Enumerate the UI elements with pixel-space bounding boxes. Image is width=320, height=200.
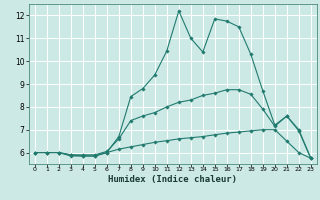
X-axis label: Humidex (Indice chaleur): Humidex (Indice chaleur) xyxy=(108,175,237,184)
